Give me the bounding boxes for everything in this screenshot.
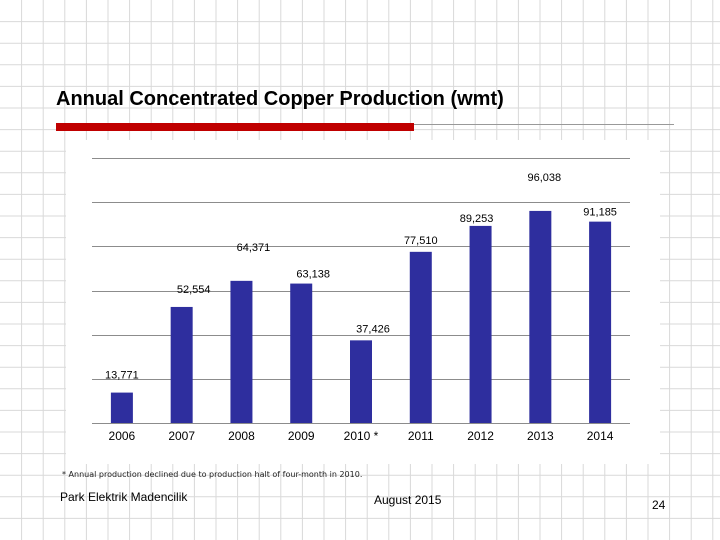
x-tick-label: 2010 * (344, 429, 379, 443)
x-tick-label: 2008 (228, 429, 255, 443)
x-tick-label: 2013 (527, 429, 554, 443)
chart-panel: 13,771 52,554 64,371 63,138 37,426 77,510 89,2… (66, 140, 660, 464)
data-label: 13,771 (105, 370, 139, 382)
footer-date: August 2015 (374, 493, 442, 507)
chart-value-labels: 13,771 52,554 64,371 63,138 37,426 77,510 89,2… (105, 172, 617, 382)
slide-title: Annual Concentrated Copper Production (w… (56, 88, 504, 110)
bar (409, 251, 432, 423)
bar (589, 221, 612, 423)
chart-footnote: * Annual production declined due to prod… (62, 470, 363, 479)
footer-company-name: Park Elektrik Madencilik (60, 490, 188, 504)
chart-x-tick-labels: 2006 2007 2008 2009 2010 * 2011 2012 2013 2014 (109, 429, 614, 443)
bar (469, 225, 492, 423)
x-tick-label: 2007 (168, 429, 195, 443)
bar (290, 283, 313, 423)
bar (170, 306, 193, 423)
page-number: 24 (652, 498, 666, 512)
bar (350, 340, 372, 423)
data-label: 37,426 (356, 323, 390, 335)
bar (529, 210, 552, 423)
data-label: 63,138 (296, 269, 330, 281)
bar-chart: 13,771 52,554 64,371 63,138 37,426 77,510 89,2… (92, 158, 630, 443)
chart-bars (110, 210, 612, 423)
x-tick-label: 2009 (288, 429, 315, 443)
x-tick-label: 2011 (408, 429, 434, 443)
data-label: 96,038 (528, 172, 562, 184)
data-label: 52,554 (177, 284, 211, 296)
data-label: 91,185 (583, 207, 617, 219)
x-tick-label: 2006 (109, 429, 136, 443)
x-tick-label: 2014 (587, 429, 614, 443)
data-label: 64,371 (237, 242, 271, 254)
x-tick-label: 2012 (467, 429, 494, 443)
data-label: 77,510 (404, 235, 438, 247)
bar (230, 280, 253, 423)
data-label: 89,253 (460, 213, 494, 225)
bar (110, 392, 133, 423)
